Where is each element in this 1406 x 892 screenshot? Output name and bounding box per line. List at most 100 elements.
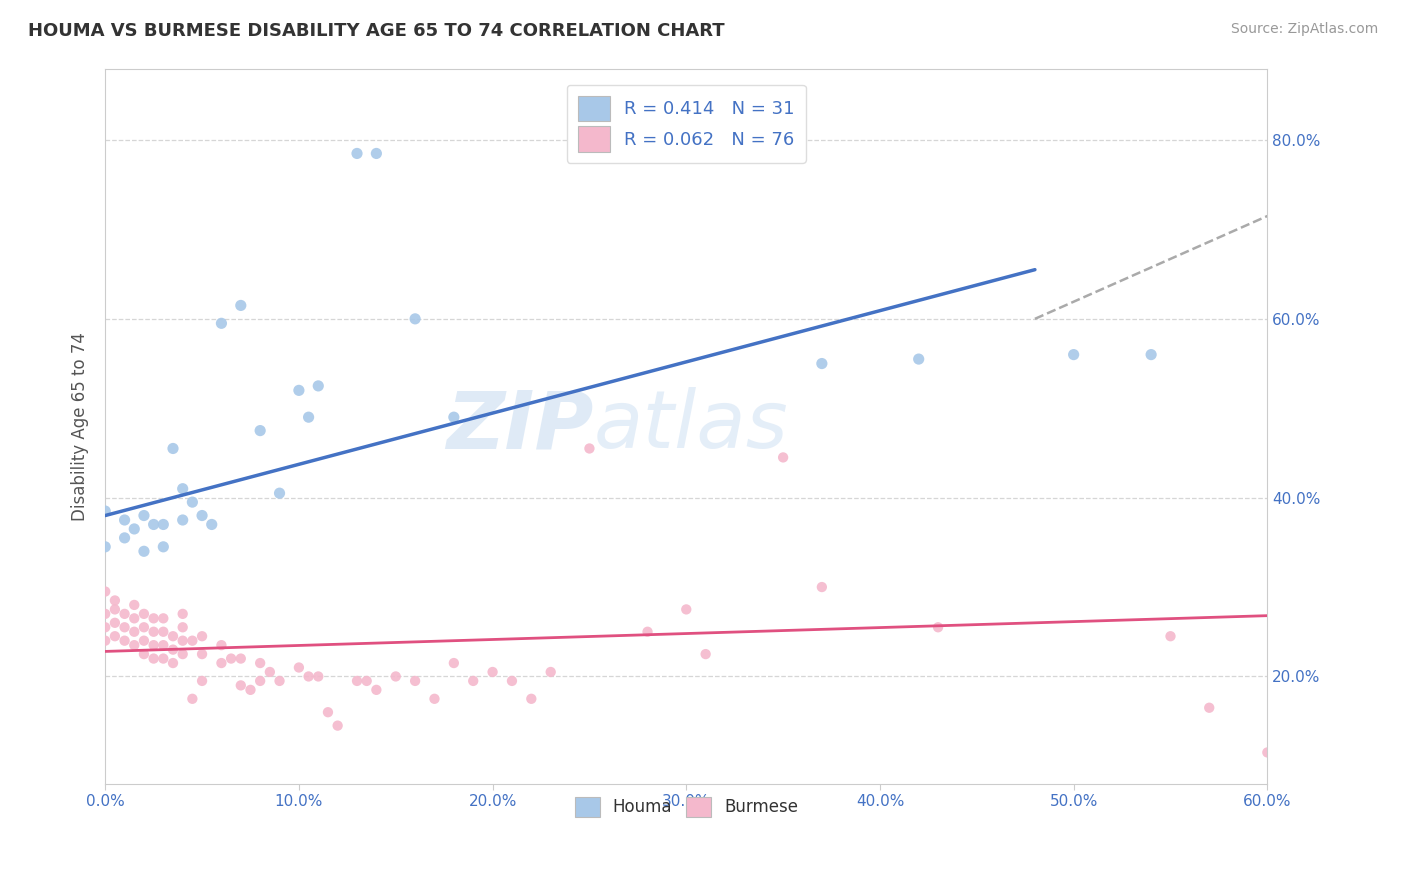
Point (307, 669, 329, 683)
Point (1160, 629, 1182, 643)
Point (540, 665, 562, 679)
Point (114, 513, 136, 527)
Point (229, 298, 252, 312)
Point (191, 629, 214, 643)
Point (162, 642, 184, 657)
Point (162, 442, 184, 456)
Point (1063, 348, 1085, 362)
Text: Source: ZipAtlas.com: Source: ZipAtlas.com (1230, 22, 1378, 37)
Point (578, 442, 600, 456)
Point (94, 607, 117, 621)
Point (366, 682, 388, 697)
Point (927, 620, 949, 634)
Point (172, 482, 194, 496)
Point (297, 410, 319, 425)
Point (1198, 700, 1220, 714)
Legend: Houma, Burmese: Houma, Burmese (567, 789, 807, 825)
Point (172, 607, 194, 621)
Point (637, 624, 659, 639)
Point (346, 673, 368, 688)
Point (356, 673, 378, 688)
Point (104, 602, 127, 616)
Point (142, 611, 165, 625)
Point (152, 517, 174, 532)
Point (520, 691, 543, 706)
Point (94, 584, 117, 599)
Point (443, 656, 465, 670)
Point (249, 656, 271, 670)
Point (191, 673, 214, 688)
Point (463, 673, 485, 688)
Point (181, 633, 204, 648)
Point (152, 624, 174, 639)
Point (443, 410, 465, 425)
Point (191, 508, 214, 523)
Point (142, 517, 165, 532)
Point (132, 647, 155, 661)
Point (811, 357, 834, 371)
Point (259, 665, 281, 679)
Point (307, 379, 329, 393)
Point (172, 647, 194, 661)
Point (181, 691, 204, 706)
Point (209, 316, 232, 330)
Point (152, 611, 174, 625)
Point (142, 624, 165, 639)
Point (297, 669, 319, 683)
Text: HOUMA VS BURMESE DISABILITY AGE 65 TO 74 CORRELATION CHART: HOUMA VS BURMESE DISABILITY AGE 65 TO 74… (28, 22, 724, 40)
Point (404, 311, 426, 326)
Point (114, 620, 136, 634)
Point (907, 352, 929, 367)
Point (1140, 348, 1163, 362)
Point (675, 602, 697, 616)
Point (172, 620, 194, 634)
Point (94, 633, 117, 648)
Point (152, 638, 174, 652)
Point (366, 146, 388, 161)
Point (811, 580, 834, 594)
Point (695, 647, 717, 661)
Point (152, 540, 174, 554)
Point (172, 513, 194, 527)
Point (288, 384, 311, 398)
Point (209, 638, 232, 652)
Point (501, 673, 523, 688)
Point (132, 607, 155, 621)
Point (114, 633, 136, 648)
Point (104, 615, 127, 630)
Point (172, 633, 194, 648)
Point (229, 678, 252, 692)
Point (94, 504, 117, 518)
Point (142, 651, 165, 665)
Point (132, 508, 155, 523)
Point (94, 620, 117, 634)
Point (132, 633, 155, 648)
Point (132, 544, 155, 558)
Point (249, 673, 271, 688)
Point (122, 598, 145, 612)
Point (122, 638, 145, 652)
Point (122, 522, 145, 536)
Point (404, 673, 426, 688)
Point (269, 486, 291, 500)
Point (114, 607, 136, 621)
Point (239, 682, 262, 697)
Point (104, 629, 127, 643)
Point (316, 705, 339, 719)
Point (114, 531, 136, 545)
Point (772, 450, 794, 465)
Point (162, 656, 184, 670)
Point (423, 691, 446, 706)
Point (132, 620, 155, 634)
Point (152, 651, 174, 665)
Point (209, 656, 232, 670)
Point (249, 424, 271, 438)
Point (122, 611, 145, 625)
Point (326, 718, 349, 732)
Y-axis label: Disability Age 65 to 74: Disability Age 65 to 74 (72, 332, 89, 521)
Point (142, 638, 165, 652)
Point (384, 669, 406, 683)
Point (162, 629, 184, 643)
Text: ZIP: ZIP (446, 387, 593, 465)
Point (219, 651, 242, 665)
